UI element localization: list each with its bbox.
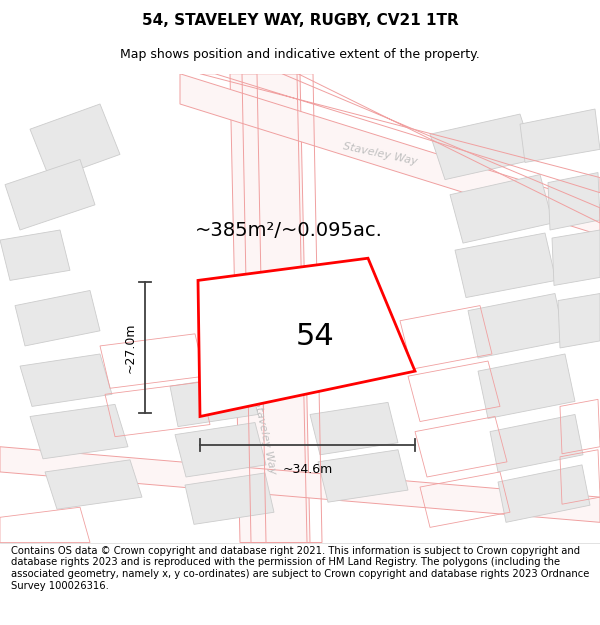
Polygon shape — [185, 473, 274, 524]
Polygon shape — [45, 460, 142, 509]
Polygon shape — [430, 114, 535, 179]
Text: Staveley Way: Staveley Way — [342, 142, 418, 167]
Text: 54, STAVELEY WAY, RUGBY, CV21 1TR: 54, STAVELEY WAY, RUGBY, CV21 1TR — [142, 13, 458, 28]
Polygon shape — [558, 294, 600, 348]
Polygon shape — [0, 230, 70, 281]
Polygon shape — [15, 291, 100, 346]
Polygon shape — [30, 404, 128, 459]
Text: 54: 54 — [296, 322, 335, 351]
Polygon shape — [498, 465, 590, 522]
Text: Staveley Way: Staveley Way — [252, 399, 278, 475]
Polygon shape — [490, 414, 583, 472]
Polygon shape — [450, 174, 553, 243]
Polygon shape — [552, 230, 600, 286]
Text: ~34.6m: ~34.6m — [283, 463, 332, 476]
Text: ~385m²/~0.095ac.: ~385m²/~0.095ac. — [195, 221, 383, 239]
Polygon shape — [310, 402, 398, 455]
Text: ~27.0m: ~27.0m — [124, 322, 137, 373]
Polygon shape — [5, 159, 95, 230]
Polygon shape — [468, 294, 565, 358]
Polygon shape — [230, 74, 310, 542]
Polygon shape — [175, 422, 266, 477]
Polygon shape — [198, 258, 415, 416]
Polygon shape — [20, 354, 112, 406]
Polygon shape — [548, 173, 600, 230]
Polygon shape — [180, 74, 600, 235]
Polygon shape — [30, 104, 120, 179]
Polygon shape — [170, 374, 258, 427]
Polygon shape — [455, 233, 556, 298]
Text: Map shows position and indicative extent of the property.: Map shows position and indicative extent… — [120, 48, 480, 61]
Polygon shape — [478, 354, 575, 419]
Polygon shape — [318, 450, 408, 502]
Text: Contains OS data © Crown copyright and database right 2021. This information is : Contains OS data © Crown copyright and d… — [11, 546, 589, 591]
Polygon shape — [0, 447, 600, 522]
Polygon shape — [520, 109, 600, 162]
